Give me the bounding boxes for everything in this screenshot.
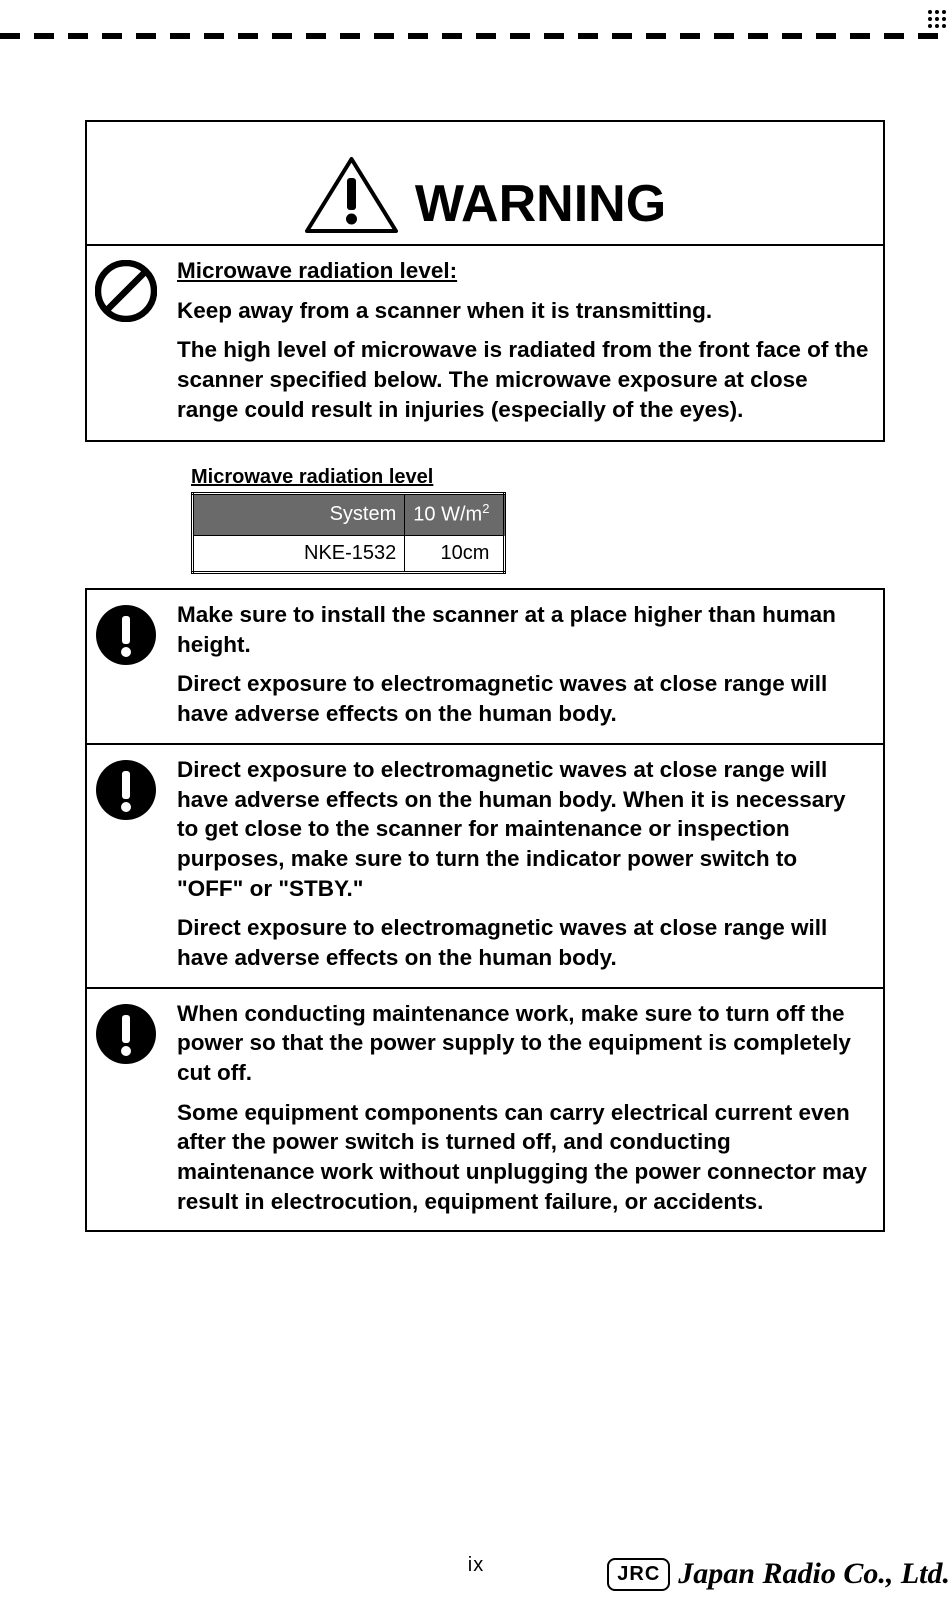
caution-1-p2: Direct exposure to electromagnetic waves… [177,669,869,728]
caution-1-p1: Make sure to install the scanner at a pl… [177,600,869,659]
caution-row-1: Make sure to install the scanner at a pl… [87,590,883,745]
radiation-table-section: Microwave radiation level System 10 W/m2… [191,466,885,574]
mandatory-icon-col [95,600,165,729]
mandatory-icon-col [95,999,165,1217]
radiation-table: System 10 W/m2 NKE-1532 10cm [191,492,506,574]
caution-3-p1: When conducting maintenance work, make s… [177,999,869,1088]
jrc-logo-box: JRC [607,1558,670,1591]
table-header-value-pre: 10 W/m [413,504,482,526]
table-cell-value: 10cm [405,536,505,573]
header-dots-decoration [928,10,948,30]
radiation-table-caption: Microwave radiation level [191,466,433,488]
caution-text-1: Make sure to install the scanner at a pl… [177,600,869,729]
table-header-value-sup: 2 [482,501,489,516]
header-dashed-rule [0,33,942,39]
table-header-system: System [193,494,405,536]
mandatory-icon [95,604,157,666]
warning-header: WARNING [87,122,883,246]
caution-2-p2: Direct exposure to electromagnetic waves… [177,913,869,972]
mandatory-icon [95,759,157,821]
warning-box: WARNING Microwave radiation level: Keep … [85,120,885,442]
prohibit-icon-col [95,256,165,424]
caution-box: Make sure to install the scanner at a pl… [85,588,885,1232]
warning-title: WARNING [415,178,666,234]
page-content: WARNING Microwave radiation level: Keep … [85,120,885,1232]
mandatory-icon [95,1003,157,1065]
microwave-heading: Microwave radiation level: [177,258,457,283]
caution-row-3: When conducting maintenance work, make s… [87,989,883,1231]
caution-3-p2: Some equipment components can carry elec… [177,1098,869,1217]
jrc-logo: JRC Japan Radio Co., Ltd. [607,1557,950,1591]
table-cell-system: NKE-1532 [193,536,405,573]
caution-text-2: Direct exposure to electromagnetic waves… [177,755,869,973]
table-header-value: 10 W/m2 [405,494,505,536]
prohibit-icon [95,260,157,322]
mandatory-icon-col [95,755,165,973]
warning-triangle-icon [304,156,399,234]
warning-body: Microwave radiation level: Keep away fro… [87,246,883,440]
caution-text-3: When conducting maintenance work, make s… [177,999,869,1217]
warning-line1: Keep away from a scanner when it is tran… [177,296,869,326]
caution-2-p1: Direct exposure to electromagnetic waves… [177,755,869,903]
caution-row-2: Direct exposure to electromagnetic waves… [87,745,883,989]
warning-line2: The high level of microwave is radiated … [177,335,869,424]
jrc-logo-text: Japan Radio Co., Ltd. [678,1557,950,1591]
warning-text: Microwave radiation level: Keep away fro… [177,256,869,424]
